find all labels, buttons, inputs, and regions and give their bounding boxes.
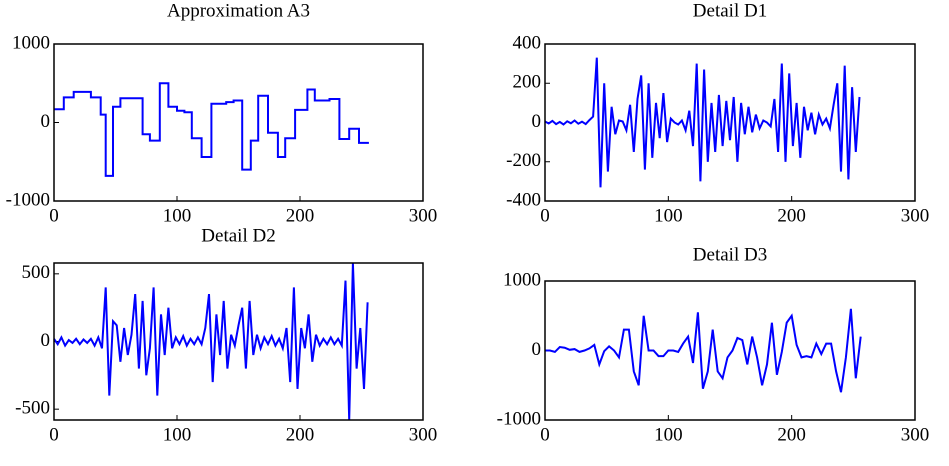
x-tick-label: 300 [409,205,438,226]
axes-frame [53,43,424,202]
subplot-title: Approximation A3 [167,0,310,21]
y-tick-label: 0 [532,339,542,360]
x-tick-label: 0 [49,424,59,445]
y-tick-label: -200 [506,150,541,171]
x-tick-label: 0 [49,205,59,226]
axes-frame [544,43,916,202]
x-tick-label: 200 [286,205,315,226]
y-tick-label: 1000 [503,269,541,290]
x-tick-label: 300 [901,205,930,226]
y-tick-label: -500 [15,398,50,419]
subplot-title: Detail D3 [693,244,767,265]
signal-line [53,262,369,421]
x-tick-label: 0 [540,205,550,226]
y-tick-label: -1000 [6,189,50,210]
x-tick-label: 200 [777,424,806,445]
x-tick-label: 100 [163,424,192,445]
x-tick-label: 200 [777,205,806,226]
subplot-title: Detail D1 [693,0,767,21]
y-tick-label: -1000 [497,408,541,429]
x-tick-label: 300 [409,424,438,445]
x-tick-label: 100 [654,424,683,445]
x-tick-label: 100 [163,205,192,226]
axes-frame [544,280,916,421]
axes-frame [53,262,424,421]
y-tick-label: 500 [22,262,51,283]
signal-line [54,82,369,177]
y-tick-label: 1000 [12,32,50,53]
x-tick-label: 100 [654,205,683,226]
y-tick-label: 400 [513,32,542,53]
y-tick-label: 0 [41,330,51,351]
signal-line [545,308,862,393]
x-tick-label: 300 [901,424,930,445]
y-tick-label: 200 [513,72,542,93]
signal-line [544,57,861,188]
subplot-title: Detail D2 [201,225,275,246]
y-tick-label: -400 [506,189,541,210]
x-tick-label: 0 [540,424,550,445]
x-tick-label: 200 [286,424,315,445]
y-tick-label: 0 [532,111,542,132]
y-tick-label: 0 [41,111,51,132]
